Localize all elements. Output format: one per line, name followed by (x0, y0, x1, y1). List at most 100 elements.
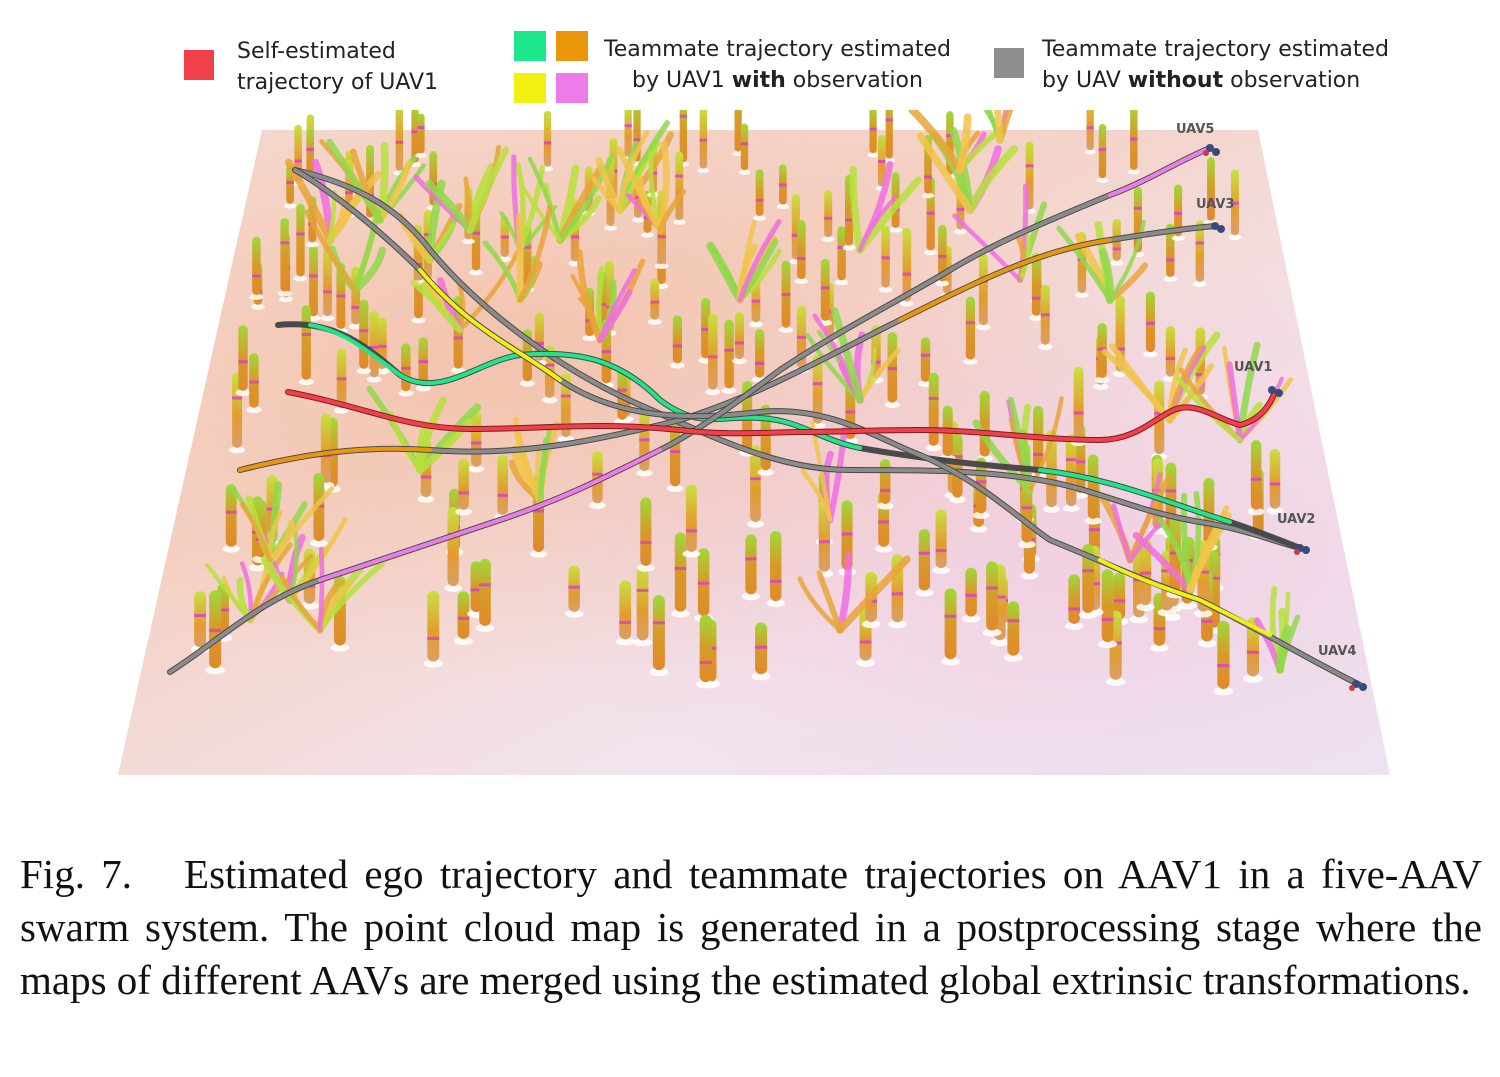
branch-spray (1056, 219, 1149, 304)
drone-marker-uav3 (1211, 222, 1225, 233)
drone-marker-uav1 (1268, 386, 1283, 397)
trajectory-uav2-green2 (1038, 468, 1232, 524)
pillar (746, 445, 764, 528)
tree-branches (205, 110, 1301, 674)
label-uav2: UAV2 (1277, 512, 1315, 527)
drone-marker-uav5 (1203, 144, 1220, 156)
pillar (732, 312, 747, 365)
pillar (1003, 601, 1023, 662)
branch-spray (797, 552, 911, 634)
pillar (649, 595, 669, 677)
branch-spray (849, 160, 922, 254)
pillar (751, 622, 771, 681)
legend-without-line1: Teammate trajectory estimated (1042, 37, 1390, 62)
pillar (982, 561, 1002, 637)
pillar (949, 433, 966, 504)
pillar (961, 567, 981, 623)
pillar (235, 325, 251, 397)
pillar (741, 534, 760, 601)
pillar (753, 169, 766, 221)
legend-swatch-yellow (514, 73, 546, 103)
pillar (1213, 620, 1234, 696)
pillar (778, 260, 794, 333)
pillar (366, 310, 382, 383)
legend-with-label: Teammate trajectory estimated by UAV1 wi… (604, 34, 951, 96)
pillar (1084, 110, 1096, 155)
pillar (698, 298, 713, 364)
legend-swatch-red (184, 50, 214, 80)
legend-without-post: observation (1223, 68, 1361, 93)
trajectory-uav4-yellow (418, 268, 562, 382)
trajectory-uav2-green (308, 323, 862, 450)
branch-spray (952, 183, 1047, 284)
pillar (1171, 184, 1185, 241)
legend-swatch-green (514, 31, 546, 61)
branch-spray (482, 204, 553, 304)
pillar (884, 332, 900, 409)
pillar (697, 110, 710, 174)
legend: Self-estimated trajectory of UAV1 Teamma… (0, 30, 1500, 110)
trajectory-pink-seg2 (1108, 146, 1212, 197)
pillar (794, 220, 809, 285)
label-uav4: UAV4 (1318, 644, 1356, 659)
pillar (915, 529, 934, 597)
label-uav3: UAV3 (1196, 197, 1234, 212)
pillar (867, 110, 879, 158)
pillar (615, 580, 635, 646)
legend-with-post: observation (785, 68, 923, 93)
pillar (293, 203, 308, 282)
point-cloud-map-figure: UAV5 UAV3 UAV1 UAV2 UAV4 (118, 110, 1390, 775)
legend-without-label: Teammate trajectory estimated by UAV wit… (1042, 34, 1389, 96)
legend-swatch-pink (556, 73, 588, 103)
pillar (821, 190, 835, 243)
pillar (963, 296, 978, 365)
pillar (647, 278, 662, 325)
pillar (636, 497, 655, 572)
pillar (1143, 291, 1158, 358)
pillar (776, 164, 790, 210)
branch-spray (508, 417, 561, 504)
pillar (670, 315, 685, 369)
legend-with-line2: by UAV1 with observation (604, 65, 951, 96)
pillar (899, 227, 914, 307)
pillar (941, 588, 961, 666)
trajectories (167, 145, 1363, 688)
legend-self (184, 50, 214, 80)
pillar (738, 123, 751, 175)
pillar (878, 225, 893, 293)
legend-swatch-gray (994, 48, 1024, 78)
drone-marker-uav2 (1294, 544, 1310, 555)
pillar (1029, 253, 1044, 321)
legend-with-bold: with (731, 68, 786, 93)
pillar (415, 337, 431, 392)
branch-spray (616, 140, 687, 234)
pillar (932, 509, 950, 575)
pillar (246, 353, 262, 414)
pillar (705, 313, 721, 396)
pillar (1193, 220, 1207, 287)
caption-text: Estimated ego trajectory and teammate tr… (20, 851, 1482, 1003)
trajectory-uav1-red (286, 390, 1277, 442)
trajectory-uav5-gray (293, 168, 1302, 550)
trajectory-uav3-orange-seg2 (898, 238, 1112, 322)
legend-self-line2: trajectory of UAV1 (237, 70, 439, 95)
pillar (1228, 169, 1242, 241)
branch-spray (520, 155, 614, 244)
legend-with-line1: Teammate trajectory estimated (604, 37, 952, 62)
branch-spray (413, 144, 509, 234)
pillar (1247, 440, 1265, 516)
legend-with-pre: by UAV1 (632, 68, 732, 93)
figure-number: Fig. 7. (20, 851, 133, 897)
pillar (564, 565, 584, 618)
legend-with-swatches (514, 30, 588, 104)
pillar (696, 614, 716, 689)
pillar (249, 236, 264, 300)
trajectory-pink-seg (318, 448, 662, 582)
pillar (589, 451, 606, 510)
branch-spray (908, 110, 1007, 174)
legend-without-pre: by UAV (1042, 68, 1128, 93)
branch-spray (570, 249, 646, 344)
branch-spray (706, 218, 782, 304)
legend-without (994, 48, 1024, 78)
pillar (205, 590, 225, 675)
